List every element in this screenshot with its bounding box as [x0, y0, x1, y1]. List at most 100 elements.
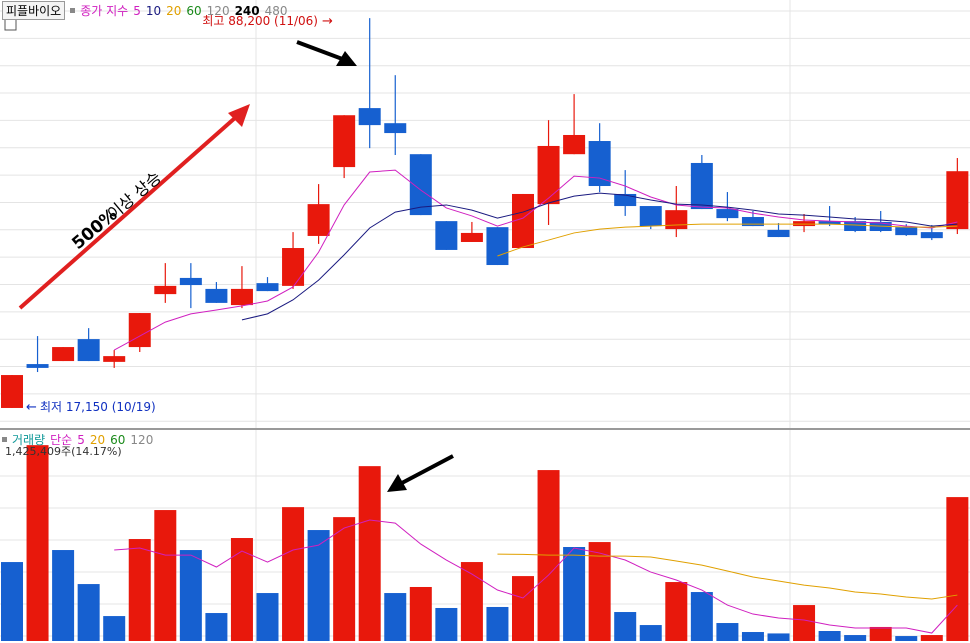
legend-dot [70, 8, 76, 13]
volume-bar [128, 539, 151, 641]
volume-bar [588, 542, 611, 641]
volume-legend: 거래량 단순 5 20 60 120 [2, 431, 153, 448]
volume-title: 거래량 [12, 433, 46, 447]
volume-bar [154, 510, 177, 641]
candle-body [486, 227, 509, 266]
volume-bar [716, 623, 739, 641]
candle-body [588, 141, 611, 187]
volume-bar [486, 606, 509, 641]
candle-body [563, 134, 586, 155]
volume-bar [844, 635, 867, 641]
candle-body [639, 206, 662, 227]
trend-arrow [18, 108, 246, 310]
candle-body [767, 229, 790, 238]
ma-line [113, 169, 958, 351]
legend-entry: 20 [166, 3, 182, 18]
candle-body [818, 221, 841, 225]
candle-body [77, 339, 100, 362]
volume-info: 1,425,409주(14.17%) [5, 445, 122, 458]
volume-bar [409, 586, 432, 641]
pointer-arrow-head [336, 51, 357, 66]
candle-body [256, 283, 279, 292]
candle-body [920, 232, 943, 239]
ma-line [497, 223, 958, 257]
indicator-label: 단순 [50, 433, 73, 447]
candle-body [179, 277, 202, 286]
candle-body [282, 248, 305, 286]
legend-entry: 60 [186, 3, 202, 18]
candle-body [205, 288, 228, 303]
volume-bar [282, 507, 305, 641]
candle-body [665, 210, 688, 230]
volume-bar [307, 530, 330, 641]
legend-entry: 20 [89, 432, 106, 447]
marks [1, 18, 969, 641]
volume-bar [256, 593, 279, 641]
volume-bar [1, 562, 23, 641]
indicator-label: 종가 지수 [80, 4, 129, 18]
candle-body [409, 154, 432, 216]
candle-body [154, 285, 177, 295]
legend-entry: 5 [133, 3, 141, 18]
candle-body [128, 313, 151, 348]
candle-body [690, 162, 713, 210]
candle-body [1, 375, 23, 408]
ma-line [497, 553, 958, 600]
high-label: 최고 88,200 (11/06) [202, 14, 318, 28]
candle-body [946, 171, 969, 230]
volume-bar [793, 605, 816, 641]
volume-bar [179, 550, 202, 641]
volume-bar [460, 562, 483, 641]
volume-bar [333, 517, 356, 641]
candle-body [512, 193, 534, 249]
candle-body [103, 356, 126, 362]
stock-name: 피플바이오 [2, 1, 66, 20]
volume-bar [26, 445, 49, 641]
candle-body [844, 221, 867, 232]
legend-entry: 480 [264, 3, 288, 18]
pointer-arrow [296, 40, 346, 62]
volume-bar [358, 466, 381, 641]
volume-bar [690, 592, 713, 641]
volume-bar [665, 582, 688, 641]
volume-bar [384, 593, 407, 641]
legend-entry: 120 [206, 3, 230, 18]
low-arrow: ← [26, 400, 37, 415]
legend-entry: 120 [130, 432, 154, 447]
legend-entry: 60 [110, 432, 126, 447]
candle-body [614, 193, 637, 207]
table-icon [4, 18, 17, 31]
candle-body [26, 364, 49, 368]
low-label: 최저 17,150 (10/19) [40, 400, 156, 414]
candle-body [358, 108, 381, 126]
candle-body [793, 221, 816, 227]
trend-label: 500% 이상 상승 [68, 168, 164, 254]
volume-bar [52, 550, 75, 641]
candle-body [435, 221, 458, 250]
volume-bar [869, 626, 892, 641]
candle-body [307, 204, 330, 236]
volume-bar [205, 613, 228, 641]
legend-entry: 5 [77, 432, 85, 447]
volume-bar [103, 616, 126, 641]
high-arrow: → [322, 14, 333, 29]
price-legend: 피플바이오 종가 지수 5 10 20 60 120 240 480 [2, 1, 288, 20]
legend-entry: 10 [145, 3, 162, 18]
volume-bar [818, 631, 841, 641]
volume-bar [563, 547, 586, 641]
candle-body [384, 123, 407, 134]
ma-line [241, 192, 958, 321]
volume-bar [512, 576, 534, 641]
candle-body [460, 232, 483, 242]
candle-body [741, 217, 764, 227]
volume-bar [895, 636, 918, 641]
volume-bar [614, 612, 637, 641]
volume-bar [639, 625, 662, 641]
legend-entry: 240 [234, 3, 260, 18]
volume-bar [920, 635, 943, 641]
volume-bar [767, 633, 790, 641]
volume-bar [946, 497, 969, 641]
legend-dot [2, 437, 7, 442]
